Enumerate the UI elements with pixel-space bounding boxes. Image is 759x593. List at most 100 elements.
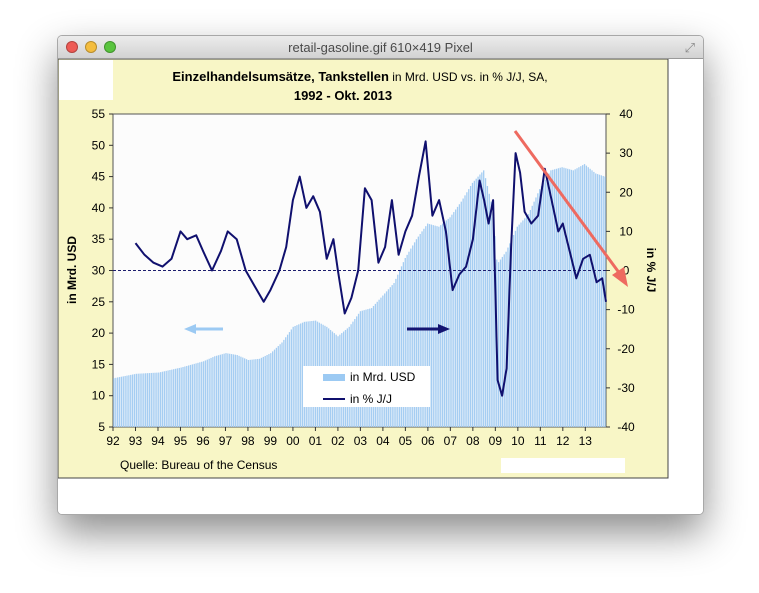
bar (171, 369, 173, 427)
bar (512, 235, 515, 427)
bar (290, 329, 292, 427)
bar (163, 371, 166, 427)
bar (242, 357, 244, 427)
bar (550, 170, 552, 427)
bar (191, 364, 194, 427)
bar (553, 169, 556, 428)
bar (520, 222, 522, 427)
left-tick-label: 25 (92, 295, 106, 309)
bar (229, 353, 231, 427)
minimize-button[interactable] (85, 41, 97, 53)
bar (384, 293, 386, 427)
right-axis-label: in % J/J (644, 248, 658, 293)
bar (141, 373, 143, 427)
bar (296, 325, 298, 427)
bar (578, 167, 580, 427)
bar (576, 168, 578, 427)
x-tick-label: 12 (556, 434, 570, 448)
bar (195, 363, 197, 427)
bar (176, 368, 179, 427)
chart-title: Einzelhandelsumsätze, Tankstellen in Mrd… (172, 69, 547, 84)
bar (535, 197, 537, 427)
bar (486, 185, 489, 427)
bar (158, 372, 160, 427)
zoom-button[interactable] (104, 41, 116, 53)
bar (462, 198, 464, 427)
bar (236, 355, 238, 427)
bar (165, 370, 167, 427)
bar (223, 353, 225, 427)
bar (215, 355, 218, 427)
bar (400, 266, 403, 427)
bar (555, 168, 558, 427)
bar (559, 167, 561, 427)
trend-annotation-arrow (513, 130, 628, 287)
bar (283, 339, 285, 427)
bar (189, 364, 192, 427)
fullscreen-arrows-icon[interactable]: ⤢ (684, 40, 695, 55)
bar (126, 375, 128, 427)
bar (182, 367, 184, 427)
trend-arrow-shaft (513, 130, 622, 275)
bar (518, 224, 520, 427)
bar (240, 356, 242, 427)
x-tick-label: 94 (151, 434, 165, 448)
bar (301, 322, 304, 427)
bar (501, 256, 504, 427)
bar (184, 366, 186, 427)
bar (113, 378, 115, 427)
x-tick-label: 98 (241, 434, 255, 448)
bar (434, 225, 436, 427)
bar (197, 362, 199, 427)
bar (415, 239, 418, 427)
bar (602, 175, 604, 427)
x-axis-ticks: 92 93 94 95 96 97 98 99 00 01 02 03 04 05 06 07 08 09 10 11… (106, 427, 592, 448)
bar (473, 180, 475, 427)
bar (455, 209, 457, 427)
bar (567, 168, 569, 427)
bar (152, 372, 154, 427)
bar (460, 201, 462, 427)
bar (484, 178, 487, 427)
bar (531, 205, 533, 427)
bar (174, 368, 177, 427)
source-note: Quelle: Bureau of the Census (120, 458, 277, 472)
bar (230, 354, 233, 427)
left-tick-label: 50 (92, 138, 106, 152)
bar (186, 365, 188, 427)
bar (540, 185, 543, 427)
right-pointing-arrow (407, 324, 450, 334)
bar (146, 373, 149, 427)
bar (406, 254, 408, 427)
bar (199, 362, 201, 427)
bar (587, 167, 589, 427)
bar (469, 185, 472, 427)
bar (389, 287, 391, 427)
bar-series (113, 164, 606, 428)
x-tick-label: 02 (331, 434, 345, 448)
close-button[interactable] (66, 41, 78, 53)
bar (494, 236, 496, 427)
frame-blank-bottomright (501, 458, 625, 473)
right-arrow-head (438, 324, 450, 334)
window-titlebar[interactable]: retail-gasoline.gif 610×419 Pixel ⤢ (58, 36, 703, 59)
bar (527, 214, 530, 427)
bar (458, 204, 461, 427)
bar (257, 358, 259, 427)
bar (225, 353, 227, 427)
bar (410, 248, 412, 427)
bar (546, 176, 548, 427)
bar (201, 361, 203, 427)
bar (173, 369, 175, 427)
bar (169, 370, 171, 427)
bar (281, 342, 283, 427)
bar (279, 344, 281, 427)
bar (285, 337, 287, 427)
x-tick-label: 07 (444, 434, 458, 448)
bar (266, 355, 268, 427)
window-title: retail-gasoline.gif 610×419 Pixel (288, 40, 473, 55)
bar (475, 178, 477, 427)
bar (135, 373, 137, 427)
bar (150, 372, 152, 427)
bar (404, 257, 406, 427)
